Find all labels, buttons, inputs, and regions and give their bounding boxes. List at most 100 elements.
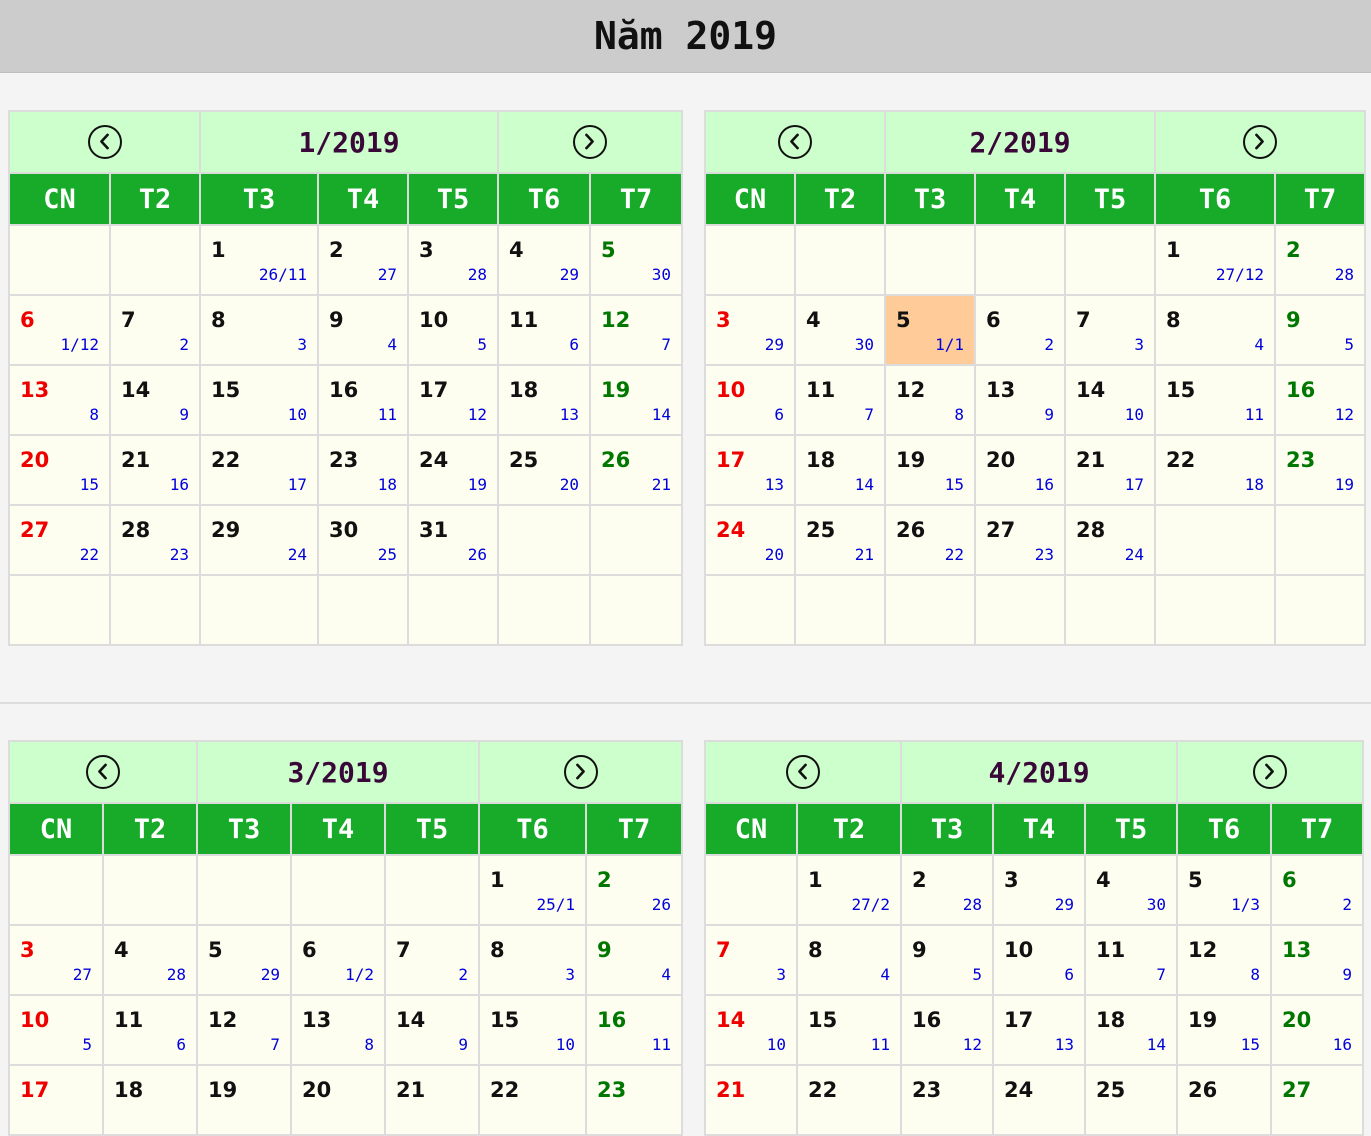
day-cell[interactable]: 1 27/2 bbox=[796, 854, 902, 926]
day-cell[interactable]: 25 21 bbox=[794, 504, 886, 576]
day-cell[interactable]: 4 29 bbox=[497, 224, 592, 296]
day-cell[interactable]: 16 11 bbox=[317, 364, 409, 436]
day-cell[interactable]: 22 17 bbox=[199, 434, 319, 506]
day-cell[interactable]: 2 28 bbox=[900, 854, 994, 926]
day-cell[interactable]: 15 11 bbox=[796, 994, 902, 1066]
day-cell[interactable]: 12 8 bbox=[1176, 924, 1273, 996]
day-cell[interactable]: 5 1/3 bbox=[1176, 854, 1273, 926]
day-cell[interactable]: 28 24 bbox=[1063, 504, 1157, 576]
day-cell[interactable]: 15 10 bbox=[199, 364, 319, 436]
day-cell[interactable]: 20 16 bbox=[1270, 994, 1365, 1066]
day-cell[interactable]: 3 28 bbox=[406, 224, 500, 296]
day-cell[interactable]: 22 bbox=[796, 1064, 902, 1136]
day-cell[interactable]: 11 7 bbox=[794, 364, 886, 436]
day-cell[interactable]: 30 25 bbox=[317, 504, 409, 576]
day-cell[interactable]: 17 12 bbox=[406, 364, 500, 436]
day-cell[interactable]: 18 14 bbox=[1083, 994, 1179, 1066]
day-cell[interactable]: 10 5 bbox=[406, 294, 500, 366]
chevron-right-circle-icon[interactable] bbox=[1243, 125, 1278, 159]
day-cell[interactable]: 23 bbox=[900, 1064, 994, 1136]
day-cell[interactable]: 14 10 bbox=[1063, 364, 1157, 436]
day-cell[interactable]: 10 5 bbox=[8, 994, 104, 1066]
day-cell[interactable]: 26 22 bbox=[884, 504, 976, 576]
day-cell[interactable]: 3 27 bbox=[8, 924, 104, 996]
day-cell[interactable]: 22 18 bbox=[1154, 434, 1277, 506]
day-cell[interactable]: 15 11 bbox=[1154, 364, 1277, 436]
chevron-right-circle-icon[interactable] bbox=[1253, 755, 1288, 789]
day-cell[interactable]: 20 15 bbox=[8, 434, 111, 506]
day-cell[interactable]: 16 12 bbox=[900, 994, 994, 1066]
day-cell[interactable]: 11 6 bbox=[497, 294, 592, 366]
day-cell[interactable]: 4 30 bbox=[1083, 854, 1179, 926]
day-cell[interactable]: 2 27 bbox=[317, 224, 409, 296]
day-cell[interactable]: 1 27/12 bbox=[1154, 224, 1277, 296]
day-cell[interactable]: 28 23 bbox=[109, 504, 201, 576]
day-cell[interactable]: 19 bbox=[196, 1064, 292, 1136]
chevron-left-circle-icon[interactable] bbox=[86, 755, 120, 789]
day-cell[interactable]: 14 9 bbox=[383, 994, 481, 1066]
day-cell[interactable]: 4 30 bbox=[794, 294, 886, 366]
day-cell[interactable]: 13 8 bbox=[8, 364, 111, 436]
day-cell[interactable]: 16 12 bbox=[1274, 364, 1367, 436]
day-cell[interactable]: 21 16 bbox=[109, 434, 201, 506]
day-cell[interactable]: 1 25/1 bbox=[478, 854, 588, 926]
day-cell[interactable]: 4 28 bbox=[102, 924, 198, 996]
day-cell[interactable]: 23 bbox=[585, 1064, 684, 1136]
day-cell[interactable]: 26 bbox=[1176, 1064, 1273, 1136]
day-cell[interactable]: 29 24 bbox=[199, 504, 319, 576]
chevron-left-circle-icon[interactable] bbox=[778, 125, 812, 159]
day-cell[interactable]: 25 20 bbox=[497, 434, 592, 506]
day-cell[interactable]: 16 11 bbox=[585, 994, 684, 1066]
day-cell[interactable]: 24 19 bbox=[406, 434, 500, 506]
chevron-right-circle-icon[interactable] bbox=[563, 755, 598, 789]
day-cell[interactable]: 5 29 bbox=[196, 924, 292, 996]
day-cell[interactable]: 19 15 bbox=[884, 434, 976, 506]
day-cell[interactable]: 3 29 bbox=[992, 854, 1086, 926]
day-cell[interactable]: 13 9 bbox=[974, 364, 1066, 436]
chevron-left-circle-icon[interactable] bbox=[87, 125, 122, 159]
day-cell[interactable]: 20 16 bbox=[974, 434, 1066, 506]
day-cell[interactable]: 10 6 bbox=[704, 364, 796, 436]
day-cell[interactable]: 27 23 bbox=[974, 504, 1066, 576]
day-cell[interactable]: 15 10 bbox=[478, 994, 588, 1066]
day-cell[interactable]: 17 13 bbox=[704, 434, 796, 506]
day-cell[interactable]: 21 bbox=[704, 1064, 798, 1136]
day-cell[interactable]: 22 bbox=[478, 1064, 588, 1136]
day-cell[interactable]: 21 17 bbox=[1063, 434, 1157, 506]
day-cell[interactable]: 24 20 bbox=[704, 504, 796, 576]
day-cell[interactable]: 13 8 bbox=[290, 994, 386, 1066]
chevron-right-circle-icon[interactable] bbox=[573, 125, 608, 159]
day-cell[interactable]: 19 15 bbox=[1176, 994, 1273, 1066]
day-cell[interactable]: 3 29 bbox=[704, 294, 796, 366]
day-cell[interactable]: 23 18 bbox=[317, 434, 409, 506]
day-cell[interactable]: 27 bbox=[1270, 1064, 1365, 1136]
chevron-left-circle-icon[interactable] bbox=[786, 755, 820, 789]
day-cell[interactable]: 17 bbox=[8, 1064, 104, 1136]
day-cell[interactable]: 2 26 bbox=[585, 854, 684, 926]
day-cell[interactable]: 2 28 bbox=[1274, 224, 1367, 296]
day-cell[interactable]: 10 6 bbox=[992, 924, 1086, 996]
day-cell[interactable]: 27 22 bbox=[8, 504, 111, 576]
day-cell[interactable]: 1 26/11 bbox=[199, 224, 319, 296]
day-cell[interactable]: 13 9 bbox=[1270, 924, 1365, 996]
day-cell[interactable]: 5 1/1 bbox=[884, 294, 976, 366]
day-cell[interactable]: 18 bbox=[102, 1064, 198, 1136]
day-cell[interactable]: 14 9 bbox=[109, 364, 201, 436]
day-cell[interactable]: 26 21 bbox=[589, 434, 684, 506]
day-cell[interactable]: 5 30 bbox=[589, 224, 684, 296]
day-cell[interactable]: 17 13 bbox=[992, 994, 1086, 1066]
day-cell[interactable]: 12 7 bbox=[589, 294, 684, 366]
day-cell[interactable]: 23 19 bbox=[1274, 434, 1367, 506]
